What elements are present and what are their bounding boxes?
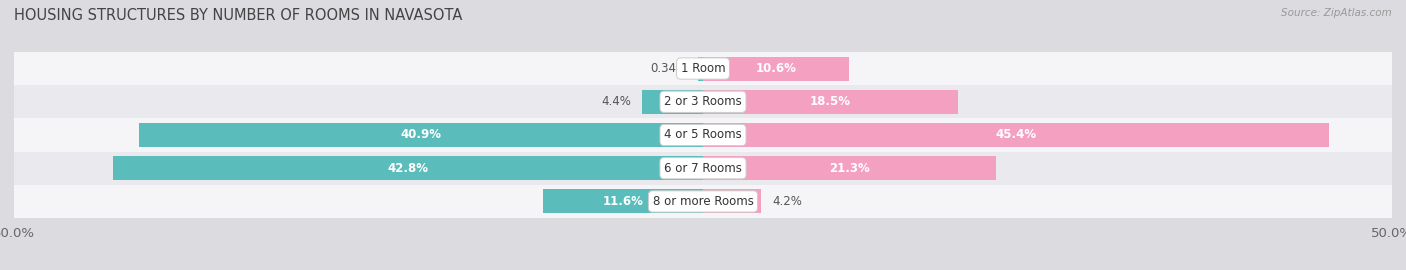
Text: 4.2%: 4.2% [772, 195, 801, 208]
Text: 21.3%: 21.3% [830, 162, 870, 175]
Text: 18.5%: 18.5% [810, 95, 851, 108]
Text: 4.4%: 4.4% [602, 95, 631, 108]
Text: 2 or 3 Rooms: 2 or 3 Rooms [664, 95, 742, 108]
Text: 1 Room: 1 Room [681, 62, 725, 75]
Bar [14, 185, 1392, 218]
Text: 11.6%: 11.6% [603, 195, 644, 208]
Text: 45.4%: 45.4% [995, 129, 1036, 141]
Bar [114, 156, 703, 180]
Bar [703, 156, 997, 180]
Text: 8 or more Rooms: 8 or more Rooms [652, 195, 754, 208]
Text: 42.8%: 42.8% [388, 162, 429, 175]
Text: 0.34%: 0.34% [650, 62, 688, 75]
Bar [703, 190, 761, 213]
Bar [703, 57, 849, 80]
Text: 6 or 7 Rooms: 6 or 7 Rooms [664, 162, 742, 175]
Text: Source: ZipAtlas.com: Source: ZipAtlas.com [1281, 8, 1392, 18]
Bar [699, 57, 703, 80]
Bar [14, 118, 1392, 152]
Bar [643, 90, 703, 114]
Bar [703, 90, 957, 114]
Bar [703, 123, 1329, 147]
Text: HOUSING STRUCTURES BY NUMBER OF ROOMS IN NAVASOTA: HOUSING STRUCTURES BY NUMBER OF ROOMS IN… [14, 8, 463, 23]
Text: 4 or 5 Rooms: 4 or 5 Rooms [664, 129, 742, 141]
Text: 40.9%: 40.9% [401, 129, 441, 141]
Bar [14, 52, 1392, 85]
Bar [14, 152, 1392, 185]
Bar [14, 85, 1392, 118]
Text: 10.6%: 10.6% [755, 62, 796, 75]
Bar [139, 123, 703, 147]
Bar [543, 190, 703, 213]
